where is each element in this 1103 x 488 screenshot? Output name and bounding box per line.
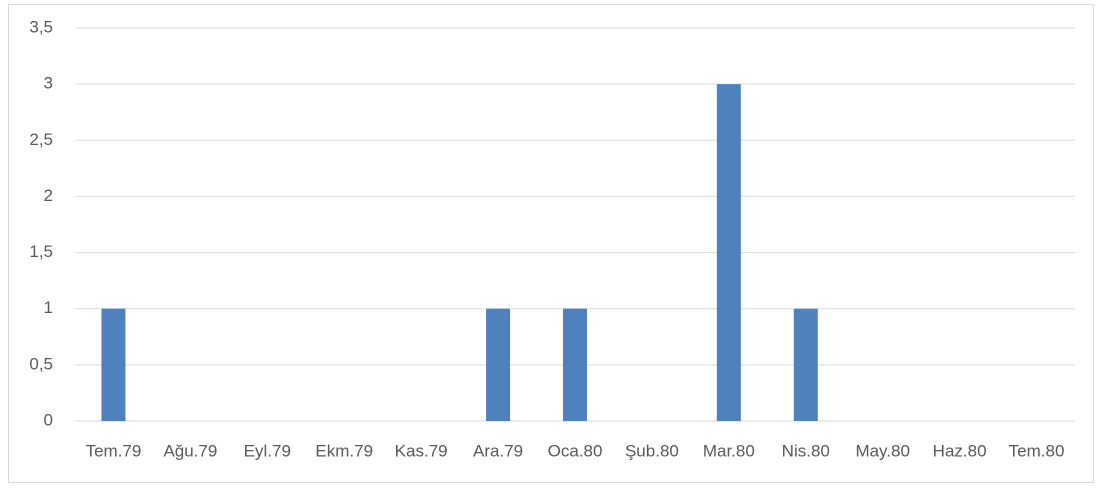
x-tick-label: Ekm.79 (315, 441, 373, 460)
bar (793, 308, 818, 421)
y-tick-label: 1 (44, 298, 53, 317)
x-tick-label: Tem.79 (86, 441, 142, 460)
bar (101, 308, 126, 421)
x-tick-label: Ağu.79 (163, 441, 217, 460)
y-tick-label: 2,5 (29, 130, 53, 149)
chart-border (8, 4, 1094, 483)
x-tick-label: May.80 (855, 441, 910, 460)
x-tick-label: Haz.80 (933, 441, 987, 460)
bar (486, 308, 511, 421)
x-tick-label: Şub.80 (625, 441, 679, 460)
x-tick-label: Ara.79 (473, 441, 523, 460)
bar (716, 84, 741, 422)
y-tick-label: 3,5 (29, 17, 53, 36)
x-tick-label: Oca.80 (548, 441, 603, 460)
y-tick-label: 0,5 (29, 354, 53, 373)
x-tick-label: Nis.80 (782, 441, 830, 460)
x-tick-label: Mar.80 (703, 441, 755, 460)
y-tick-label: 0 (44, 410, 53, 429)
y-tick-label: 1,5 (29, 242, 53, 261)
x-tick-label: Tem.80 (1009, 441, 1065, 460)
y-tick-label: 3 (44, 74, 53, 93)
x-tick-label: Eyl.79 (244, 441, 291, 460)
bar (563, 308, 587, 421)
y-tick-label: 2 (44, 186, 53, 205)
x-tick-label: Kas.79 (395, 441, 448, 460)
